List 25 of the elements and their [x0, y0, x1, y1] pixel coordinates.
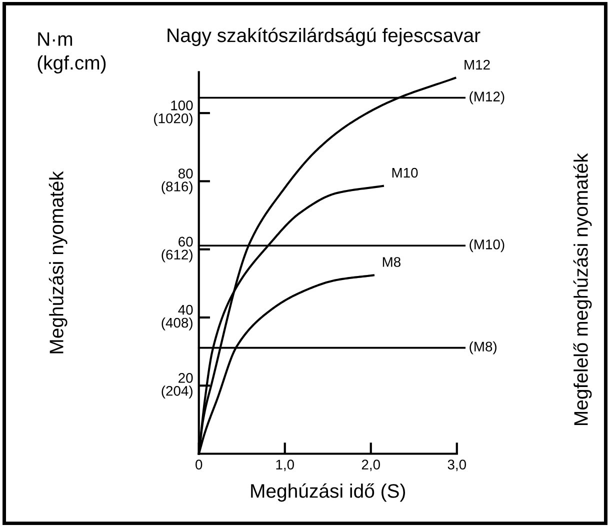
y2-tick-label: (204) [162, 386, 192, 399]
x-tick-label: 1,0 [276, 460, 294, 472]
chart-title: Nagy szakítószilárdságú fejescsavar [168, 28, 480, 46]
x-tick-label: 2,0 [362, 460, 380, 472]
y2-tick-label: (1020) [154, 113, 192, 126]
y-tick-label: 100 [171, 100, 193, 110]
series-label: M8 [382, 257, 400, 267]
text: N·m (kgf.cm) [38, 32, 106, 74]
y2-tick-label: (408) [162, 317, 192, 330]
text: Megfelelő meghúzási nyomaték [573, 153, 592, 425]
x-tick-label: 3,0 [448, 460, 466, 472]
y-tick-label: 60 [178, 236, 193, 247]
ref-line-label: (M8) [470, 341, 496, 354]
ref-line-label: (M12) [470, 91, 504, 104]
series-label: M12 [464, 60, 490, 70]
y2-tick-label: (816) [162, 181, 192, 194]
y2-axis-title: Meghúzási nyomaték [48, 171, 68, 354]
y-tick-label: 40 [178, 304, 193, 315]
y-tick-label: 80 [178, 168, 193, 178]
x-tick-label: 0 [196, 460, 202, 470]
series-label: M10 [392, 168, 418, 178]
y2-tick-label: (612) [162, 249, 192, 262]
ref-line-label: (M10) [470, 239, 504, 252]
y-tick-label: 20 [178, 373, 193, 383]
x-axis-title: Meghúzási idő (S) [251, 483, 406, 502]
